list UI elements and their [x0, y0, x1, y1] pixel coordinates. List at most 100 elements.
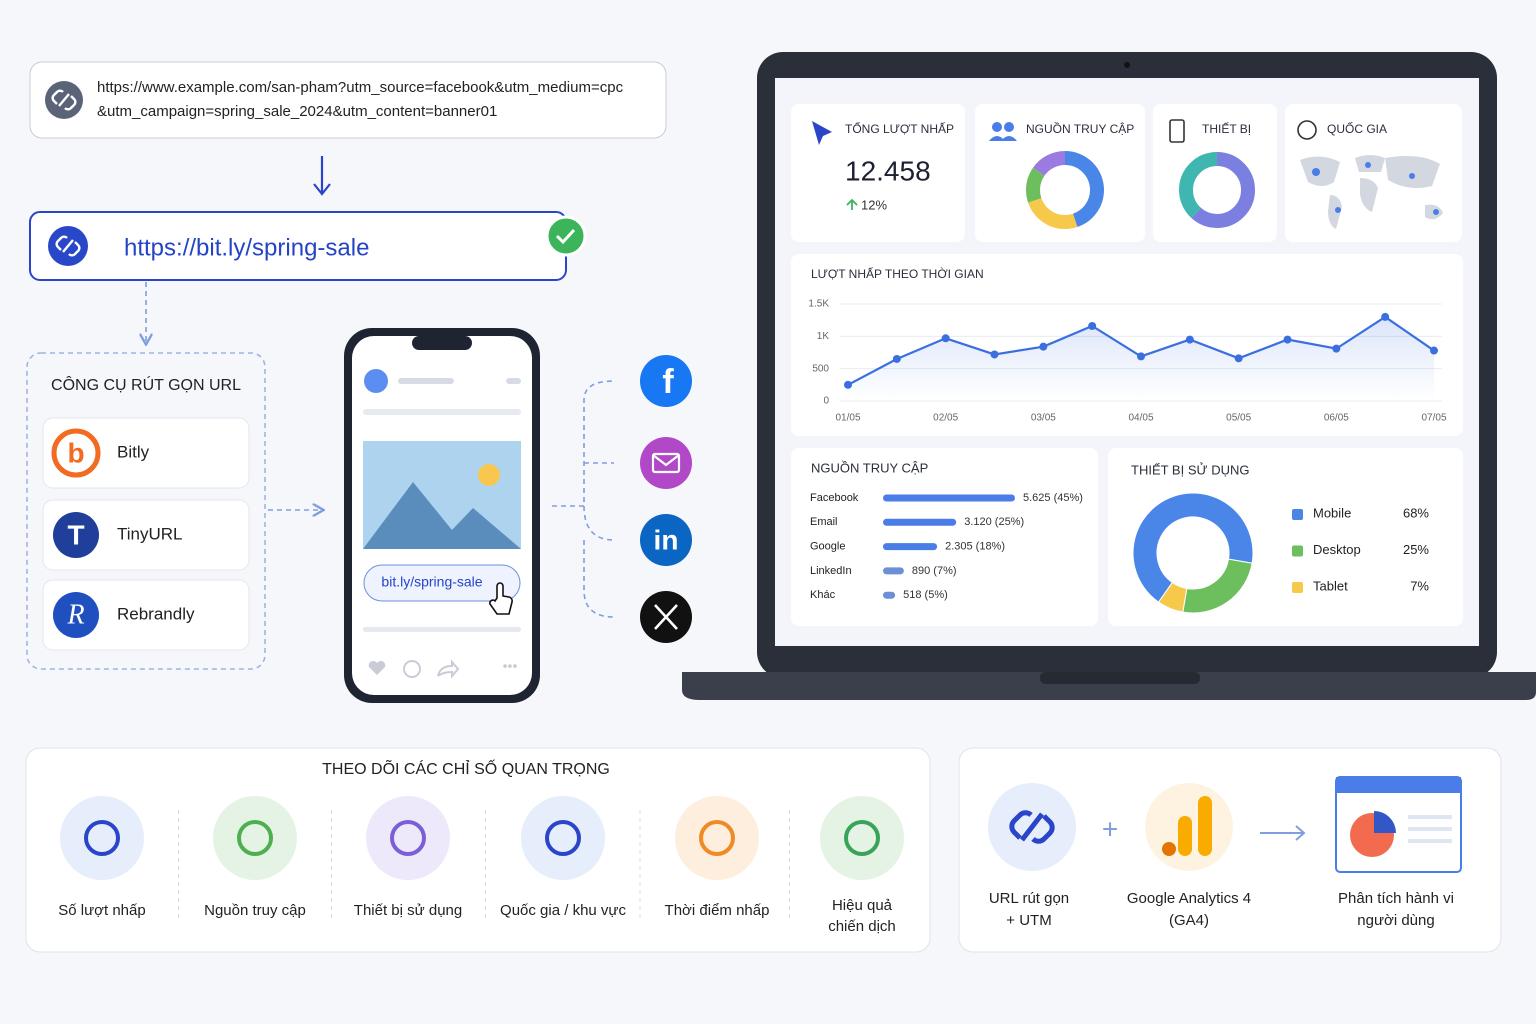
users-icon: [992, 122, 1002, 132]
metrics-title: THEO DÕI CÁC CHỈ SỐ QUAN TRỌNG: [322, 758, 610, 778]
bar-label: 5.625 (45%): [1023, 492, 1083, 504]
short-url: https://bit.ly/spring-sale: [124, 234, 369, 261]
arrow: [313, 156, 331, 196]
report-bar: [1336, 777, 1461, 793]
point: [1234, 354, 1243, 363]
arrow: [1260, 825, 1306, 841]
share-icon: [437, 659, 460, 679]
flow-label: người dùng: [1357, 912, 1434, 929]
card: [791, 104, 965, 242]
long-url-line: &utm_campaign=spring_sale_2024&utm_conte…: [97, 103, 497, 120]
point: [941, 334, 950, 343]
bar-label: 518 (5%): [903, 589, 948, 601]
bar-category: Facebook: [810, 492, 859, 504]
users-icon: [989, 136, 1017, 141]
device-icon: [1169, 119, 1185, 143]
metric-label: Hiệu quả: [832, 897, 893, 914]
tinyurl-logo: [53, 512, 99, 558]
report-pie: [1374, 811, 1396, 833]
map-dots: [1312, 162, 1439, 215]
total-clicks: 12.458: [845, 155, 931, 186]
tool-name: Bitly: [117, 442, 150, 461]
metric-label: Số lượt nhấp: [58, 902, 145, 919]
flow-label: Google Analytics 4: [1127, 890, 1251, 907]
metric-icon-bg: [366, 796, 450, 880]
point: [1185, 335, 1194, 344]
bar: [883, 494, 1015, 502]
metric-label: Nguồn truy cập: [204, 902, 306, 919]
flow-label: + UTM: [1006, 912, 1051, 929]
legend-swatch: [1292, 582, 1303, 593]
users-icon: [1004, 122, 1014, 132]
rebrandly-logo: [53, 592, 99, 638]
metric-label: Quốc gia / khu vực: [500, 902, 626, 919]
flow-label: URL rút gọn: [989, 890, 1069, 907]
bar-category: Google: [810, 541, 845, 553]
metrics-box: [25, 747, 931, 953]
rebrandly-glyph: R: [66, 599, 84, 630]
point: [844, 380, 852, 389]
post-link[interactable]: bit.ly/spring-sale: [381, 574, 482, 590]
card-label: NGUỒN TRUY CẬP: [1026, 121, 1134, 136]
ga-bar: [1178, 816, 1192, 856]
tool-card: [42, 579, 250, 651]
metric-icon-bg: [675, 796, 759, 880]
change: 12%: [861, 197, 887, 212]
point: [990, 350, 999, 359]
card-label: TỔNG LƯỢT NHẤP: [845, 121, 954, 136]
tinyurl-glyph: T: [67, 519, 84, 550]
metric-icon-bg: [60, 796, 144, 880]
up-arrow: [846, 198, 858, 210]
point: [892, 354, 901, 363]
point: [1088, 321, 1097, 330]
bar-label: 890 (7%): [912, 565, 957, 577]
check-icon: [545, 215, 587, 257]
sources-mini-donut: [1026, 151, 1104, 229]
laptop-base: [682, 672, 1536, 700]
chart-title: THIẾT BỊ SỬ DỤNG: [1131, 462, 1250, 477]
link-pill[interactable]: [363, 564, 521, 602]
donut-slice: [1132, 492, 1254, 603]
bar: [883, 567, 904, 575]
bar: [883, 591, 896, 599]
legend-swatch: [1292, 545, 1303, 557]
metric-icon: [699, 820, 735, 856]
legend-value: 7%: [1410, 578, 1429, 593]
placeholder: [506, 378, 521, 384]
y-tick-label: 500: [812, 363, 829, 374]
x-tick-label: 01/05: [835, 413, 860, 424]
x-tick-label: 04/05: [1128, 413, 1153, 424]
x-glyph: [654, 604, 678, 630]
metric-icon: [390, 820, 426, 856]
y-tick-label: 1.5K: [808, 299, 829, 310]
mountains: [363, 482, 521, 549]
metric-label: chiến dịch: [828, 918, 896, 935]
flow-label: (GA4): [1169, 912, 1209, 929]
legend-value: 25%: [1403, 542, 1429, 557]
legend-label: Mobile: [1313, 505, 1351, 520]
card: [791, 448, 1098, 626]
email-icon: [640, 437, 692, 489]
legend-label: Desktop: [1313, 542, 1361, 557]
chart-title: LƯỢT NHẤP THEO THỜI GIAN: [811, 266, 984, 281]
card-label: THIẾT BỊ: [1202, 121, 1251, 136]
metric-icon-bg: [521, 796, 605, 880]
metric-icon-bg: [213, 796, 297, 880]
link-glyph: [55, 235, 81, 257]
card: [1108, 448, 1463, 626]
more-icon: •••: [503, 658, 518, 674]
point: [1332, 344, 1341, 353]
tool-card: [42, 499, 250, 571]
tool-name: Rebrandly: [117, 604, 195, 623]
plus: +: [1102, 813, 1118, 844]
link-glyph: [1009, 810, 1055, 844]
linkedin-icon: [640, 514, 692, 566]
chart-title: NGUỒN TRUY CẬP: [811, 460, 928, 475]
long-url-box: [29, 61, 667, 139]
facebook-icon: [640, 355, 692, 407]
facebook-glyph: f: [662, 363, 674, 401]
ga-dot: [1162, 842, 1176, 856]
x-tick-label: 03/05: [1031, 413, 1056, 424]
ga-bar: [1198, 796, 1212, 856]
card-label: QUỐC GIA: [1327, 121, 1387, 136]
